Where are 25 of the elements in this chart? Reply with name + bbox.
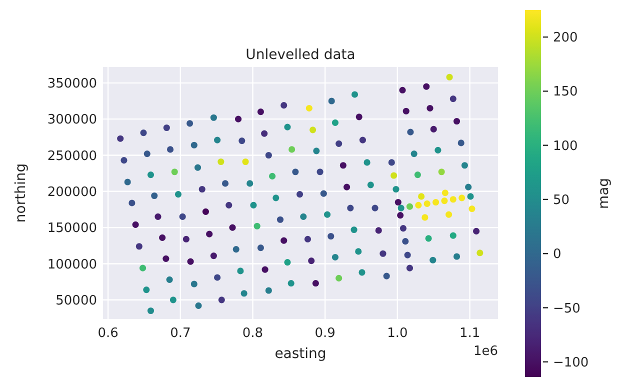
x-tick-label: 0.7 [170, 326, 191, 341]
color-bar-title: mag [596, 178, 612, 210]
color-bar-label: −50 [553, 301, 580, 316]
x-tick-label: 0.8 [242, 326, 264, 341]
y-tick-label: 50000 [56, 293, 97, 308]
y-tick-label: 350000 [47, 76, 97, 92]
x-tick-label: 1.1 [459, 326, 480, 341]
x-tick-label: 0.6 [98, 326, 118, 341]
x-tick-label: 0.9 [314, 326, 336, 341]
color-bar-label: 200 [553, 30, 578, 46]
chart-title: Unlevelled data [246, 47, 356, 63]
color-bar-label: 100 [553, 138, 578, 154]
color-bar-label: 0 [553, 247, 562, 262]
x-tick-label: 1.0 [387, 326, 408, 341]
x-axis-title: easting [274, 346, 326, 362]
color-bar-label: 50 [553, 193, 570, 208]
color-bar-label: 150 [553, 84, 578, 100]
color-bar-label: −100 [553, 355, 589, 370]
y-tick-label: 300000 [47, 112, 97, 128]
y-tick-label: 200000 [47, 184, 97, 200]
y-tick-label: 150000 [47, 221, 97, 236]
y-axis-title: northing [13, 163, 29, 223]
y-tick-label: 100000 [47, 257, 97, 272]
text: 1e6 [473, 344, 498, 359]
y-tick-label: 250000 [47, 148, 97, 164]
